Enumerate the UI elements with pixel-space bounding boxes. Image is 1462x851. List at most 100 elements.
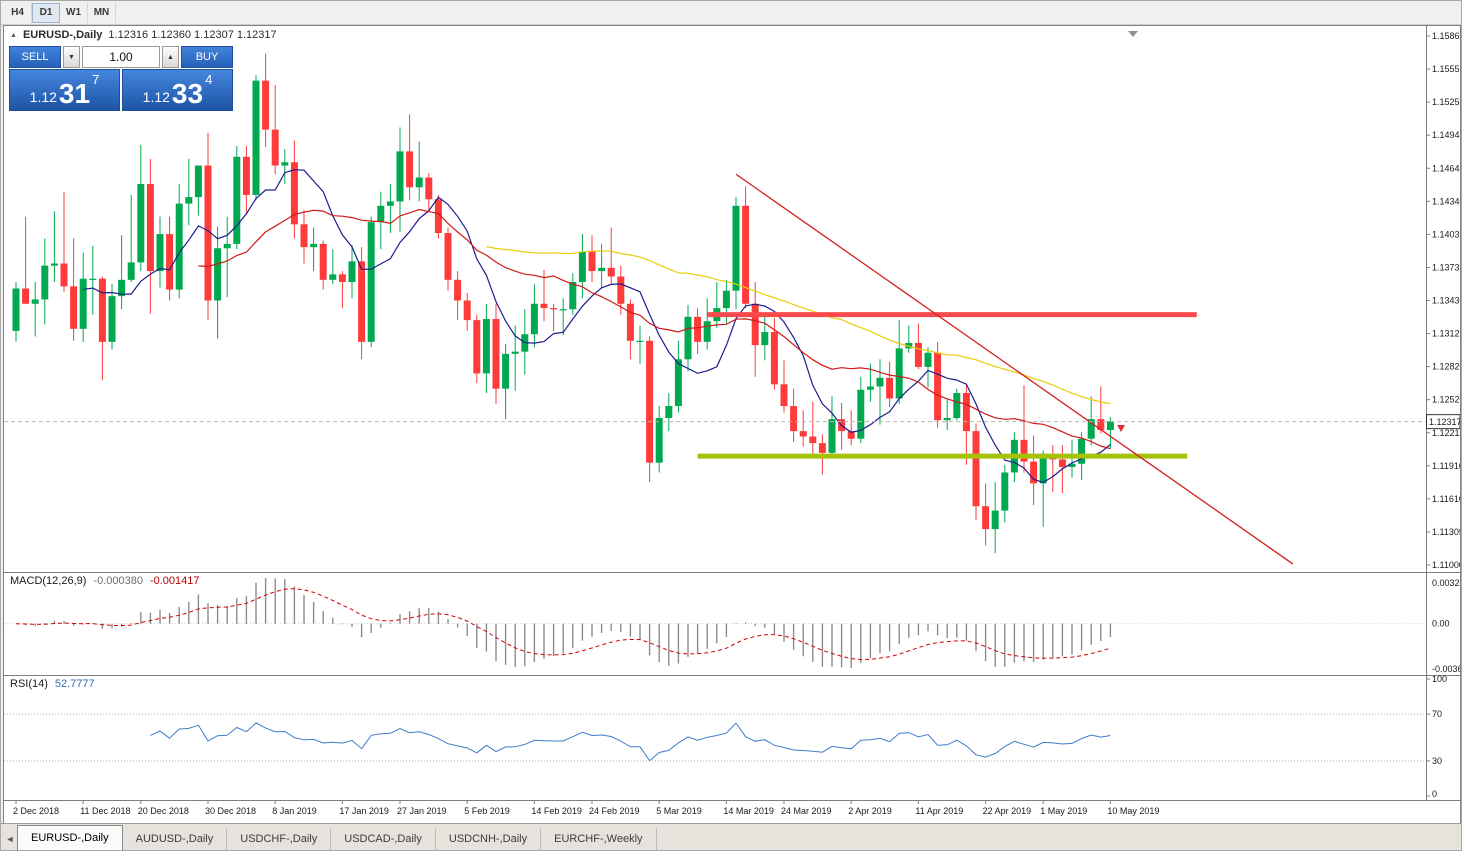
candle — [569, 273, 577, 315]
chart-tabbar: ◄ EURUSD-,Daily AUDUSD-,Daily USDCHF-,Dail… — [1, 823, 1461, 850]
candle-body — [204, 165, 212, 301]
chart-tab-usdchf[interactable]: USDCHF-,Daily — [227, 828, 332, 850]
timeframe-toolbar: H4 D1 W1 MN — [1, 1, 1461, 25]
candle-body — [962, 393, 970, 432]
date-axis-label: 17 Jan 2019 — [339, 806, 389, 816]
candle — [934, 341, 942, 428]
candle-body — [790, 406, 798, 432]
candle — [396, 127, 404, 232]
price-axis-label: 1.15860 — [1432, 31, 1460, 41]
date-axis-label: 10 May 2019 — [1107, 806, 1159, 816]
candle — [895, 320, 903, 404]
candle-body — [271, 129, 279, 166]
candle — [540, 270, 548, 322]
candle-body — [1097, 419, 1105, 431]
candle-body — [89, 278, 97, 280]
chart-tab-eurchf[interactable]: EURCHF-,Weekly — [541, 828, 657, 850]
candle — [242, 145, 250, 215]
candle — [434, 194, 442, 239]
candle-body — [674, 359, 682, 407]
sell-button[interactable]: SELL — [9, 46, 61, 68]
candle — [271, 84, 279, 175]
volume-input[interactable]: 1.00 — [82, 46, 160, 68]
sma-20-line — [198, 208, 1111, 450]
candle-body — [415, 177, 423, 188]
candle — [463, 292, 471, 331]
candle — [578, 234, 586, 299]
candle-body — [214, 248, 222, 301]
date-axis-label: 27 Jan 2019 — [397, 806, 447, 816]
price-axis-label: 1.12520 — [1432, 395, 1460, 405]
volume-down-button[interactable]: ▼ — [63, 46, 80, 68]
buy-button[interactable]: BUY — [181, 46, 233, 68]
chart-canvas[interactable]: 1.15860 1.15555 1.15250 1.14945 1.14645 1.143… — [4, 26, 1460, 824]
candle-body — [194, 165, 202, 198]
candle-body — [377, 205, 385, 223]
candle — [300, 210, 308, 264]
candle-body — [1058, 459, 1066, 468]
candle — [146, 158, 154, 314]
timeframe-button-d1[interactable]: D1 — [32, 2, 60, 23]
candle-body — [578, 251, 586, 282]
candle — [1087, 396, 1095, 446]
candle-body — [60, 263, 68, 287]
sell-price-button[interactable]: 1.12 31 7 — [9, 69, 120, 111]
rsi-axis-label: 0 — [1432, 789, 1437, 799]
candle-body — [866, 386, 874, 390]
candle-body — [886, 377, 894, 399]
candle — [415, 141, 423, 202]
price-axis-label: 1.13430 — [1432, 296, 1460, 306]
candle — [626, 299, 634, 360]
candle-body — [751, 303, 759, 346]
sell-price-pipette: 7 — [92, 72, 100, 87]
candle — [310, 227, 318, 272]
candle-body — [502, 353, 510, 389]
candle-body — [694, 316, 702, 342]
candle — [482, 303, 490, 394]
candle — [79, 252, 87, 342]
candle-body — [665, 406, 673, 419]
candle — [12, 281, 20, 342]
candle — [694, 308, 702, 354]
candle — [137, 144, 145, 272]
candle-body — [684, 316, 692, 360]
timeframe-button-mn[interactable]: MN — [88, 2, 116, 23]
volume-up-button[interactable]: ▲ — [162, 46, 179, 68]
candle-body — [818, 443, 826, 453]
candle — [646, 336, 654, 483]
chart-shift-marker[interactable] — [1128, 31, 1138, 37]
date-axis-label: 30 Dec 2018 — [205, 806, 256, 816]
candle-body — [425, 177, 433, 200]
date-axis[interactable]: 2 Dec 2018 11 Dec 2018 20 Dec 2018 30 Dec 2… — [13, 800, 1159, 816]
candle — [809, 401, 817, 458]
chart-tab-usdcad[interactable]: USDCAD-,Daily — [331, 828, 436, 850]
candle-body — [1039, 456, 1047, 484]
macd-axis-top: 0.003287 — [1432, 578, 1460, 588]
chart-tab-audusd[interactable]: AUDUSD-,Daily — [123, 828, 228, 850]
sma-8-line — [83, 169, 1111, 484]
timeframe-button-w1[interactable]: W1 — [60, 2, 88, 23]
candle-body — [12, 288, 20, 331]
candle-body — [127, 262, 135, 280]
candle-body — [857, 389, 865, 439]
buy-price-prefix: 1.12 — [142, 89, 170, 105]
price-axis[interactable]: 1.15860 1.15555 1.15250 1.14945 1.14645 1.143… — [1426, 31, 1460, 570]
buy-price-button[interactable]: 1.12 33 4 — [122, 69, 233, 111]
candle-body — [290, 162, 298, 225]
tab-scroll-left-icon[interactable]: ◄ — [5, 834, 15, 844]
candle-body — [1001, 472, 1009, 511]
candle-body — [617, 276, 625, 304]
chart-tab-eurusd[interactable]: EURUSD-,Daily — [17, 825, 123, 850]
candle-body — [895, 348, 903, 399]
descending-trendline[interactable] — [735, 173, 1294, 565]
candle — [281, 149, 289, 185]
candle — [953, 388, 961, 421]
candle — [502, 344, 510, 420]
candle-body — [655, 418, 663, 463]
candle-body — [79, 278, 87, 329]
chart-tab-usdcnh[interactable]: USDCNH-,Daily — [436, 828, 542, 850]
candle — [377, 191, 385, 250]
candle-body — [1106, 421, 1114, 431]
chart-window[interactable]: 1.15860 1.15555 1.15250 1.14945 1.14645 1.143… — [3, 25, 1461, 825]
timeframe-button-h4[interactable]: H4 — [4, 2, 32, 23]
